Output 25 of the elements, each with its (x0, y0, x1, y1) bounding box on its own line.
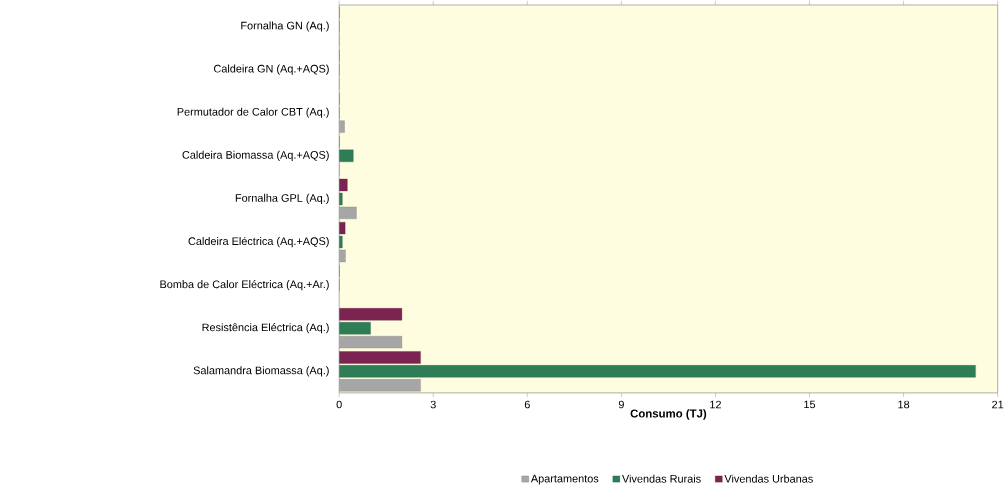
x-tick-label: 9 (618, 400, 624, 409)
y-tick-label: Caldeira Eléctrica (Aq.+AQS) (188, 236, 329, 247)
y-tick-label: Fornalha GPL (Aq.) (235, 193, 329, 204)
x-tick-label: 15 (804, 400, 816, 409)
y-tick-label: Caldeira Biomassa (Aq.+AQS) (182, 150, 329, 161)
y-tick-label: Caldeira GN (Aq.+AQS) (214, 64, 329, 75)
x-axis-title: Consumo (TJ) (630, 409, 707, 420)
y-tick-label: Permutador de Calor CBT (Aq.) (177, 107, 329, 118)
x-tick-label: 21 (992, 400, 1004, 409)
bar (339, 365, 976, 378)
legend-label: Vivendas Urbanas (724, 474, 813, 483)
y-tick-label: Resistência Eléctrica (Aq.) (202, 322, 329, 334)
y-tick-label: Salamandra Biomassa (Aq.) (193, 366, 329, 377)
bar (339, 378, 421, 392)
y-tick-label: Fornalha GN (Aq.) (241, 21, 329, 32)
bar (339, 351, 421, 364)
x-tick-label: 12 (710, 400, 721, 409)
legend-label: Vivendas Rurais (622, 474, 701, 483)
x-tick-label: 3 (430, 400, 436, 409)
x-tick-label: 18 (898, 400, 910, 409)
bar (339, 308, 403, 321)
x-tick-label: 6 (524, 400, 530, 409)
legend-label: Apartamentos (530, 474, 599, 485)
x-tick-label: 0 (336, 400, 342, 409)
y-tick-label: Bomba de Calor Eléctrica (Aq.+Ar.) (160, 279, 329, 291)
